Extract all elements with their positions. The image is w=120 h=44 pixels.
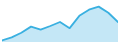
chart-container — [0, 0, 120, 44]
area-fill — [2, 7, 118, 42]
page: {"chart_data": {"type": "area", "x": [0,… — [0, 0, 120, 44]
plot-area — [2, 7, 118, 42]
chart-svg — [0, 0, 120, 44]
area-line — [2, 7, 118, 41]
